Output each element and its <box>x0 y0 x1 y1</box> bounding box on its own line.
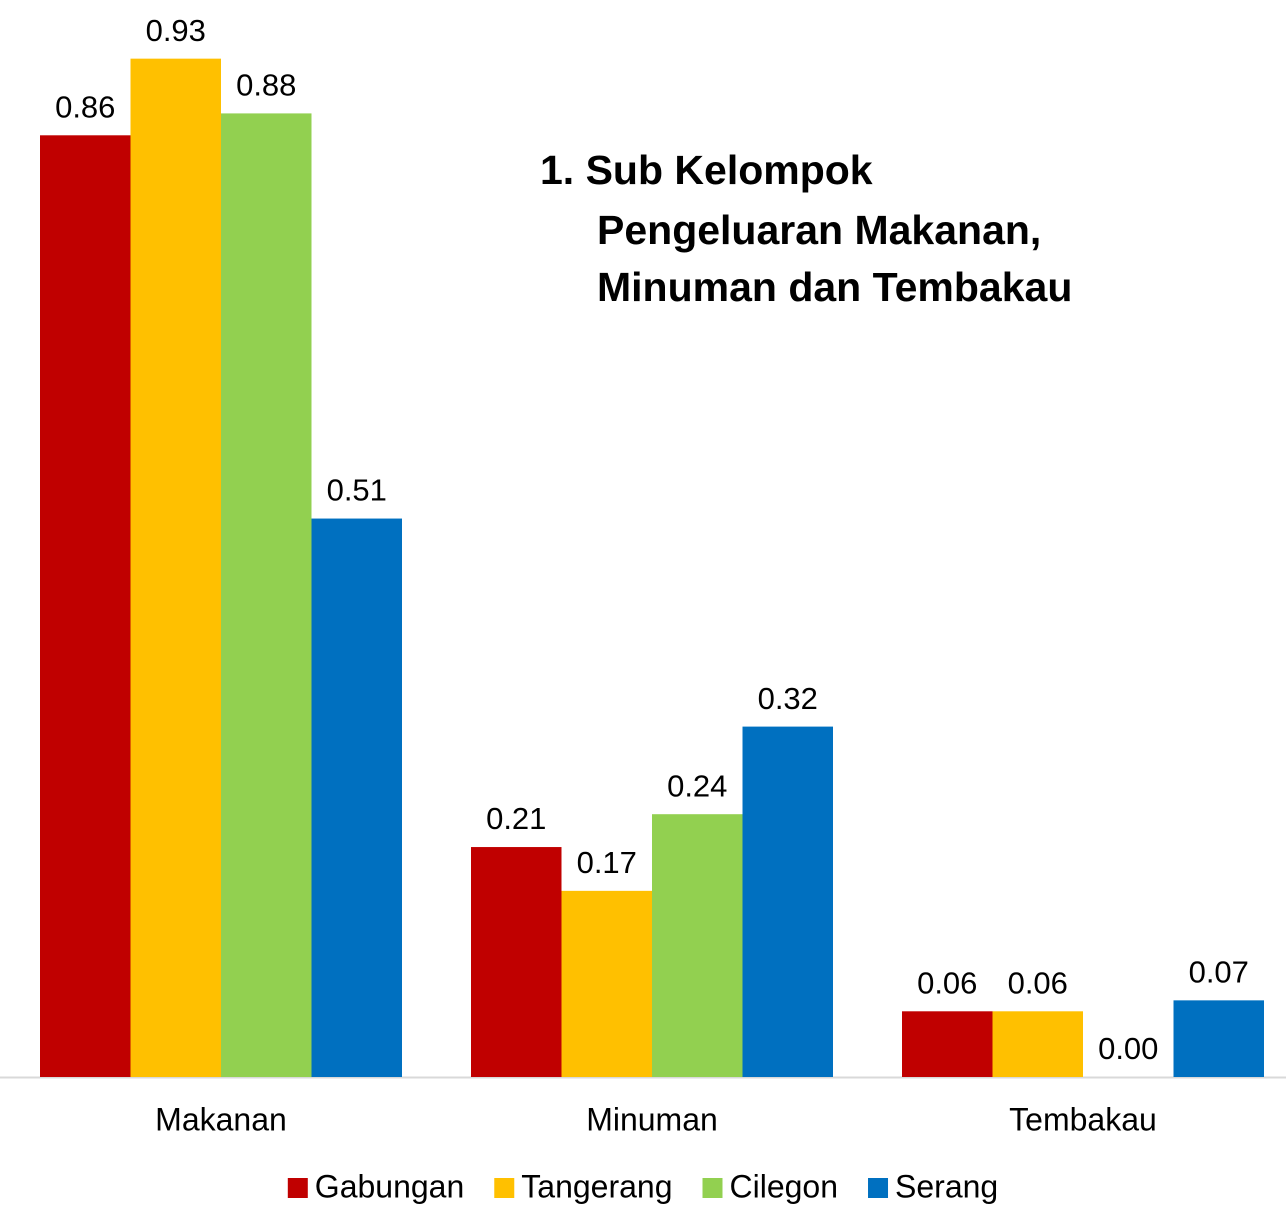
legend-label: Tangerang <box>521 1168 672 1204</box>
legend-swatch <box>702 1178 723 1198</box>
bar <box>311 518 402 1077</box>
legend-swatch <box>494 1178 515 1198</box>
x-tick-label: Makanan <box>155 1101 287 1137</box>
data-label: 0.06 <box>1008 965 1068 1000</box>
bar <box>40 135 131 1078</box>
data-label: 0.06 <box>917 965 977 1000</box>
bar <box>1173 1000 1264 1077</box>
bar <box>742 726 833 1077</box>
bar <box>130 58 221 1077</box>
x-tick-label: Minuman <box>586 1101 718 1137</box>
legend-label: Gabungan <box>315 1168 464 1204</box>
data-label: 0.88 <box>236 68 296 103</box>
data-label: 0.07 <box>1189 955 1249 990</box>
x-tick-label: Tembakau <box>1009 1101 1157 1137</box>
chart-title: Minuman dan Tembakau <box>597 264 1072 310</box>
legend-swatch <box>287 1178 308 1198</box>
legend-label: Serang <box>895 1168 998 1204</box>
bar <box>221 113 312 1077</box>
bar <box>561 890 652 1077</box>
legend-swatch <box>868 1178 889 1198</box>
bar <box>902 1011 993 1077</box>
bar <box>471 847 562 1077</box>
data-label: 0.17 <box>577 845 637 880</box>
chart-title: Pengeluaran Makanan, <box>597 207 1041 253</box>
data-label: 0.21 <box>486 801 546 836</box>
bar <box>652 814 743 1077</box>
data-label: 0.00 <box>1098 1031 1158 1066</box>
data-label: 0.32 <box>758 681 818 716</box>
data-label: 0.24 <box>667 768 727 803</box>
data-label: 0.51 <box>327 473 387 508</box>
legend-label: Cilegon <box>730 1168 839 1204</box>
data-label: 0.86 <box>55 89 115 124</box>
chart-title: 1. Sub Kelompok <box>540 147 873 193</box>
data-label: 0.93 <box>146 13 206 48</box>
bar <box>992 1011 1083 1077</box>
